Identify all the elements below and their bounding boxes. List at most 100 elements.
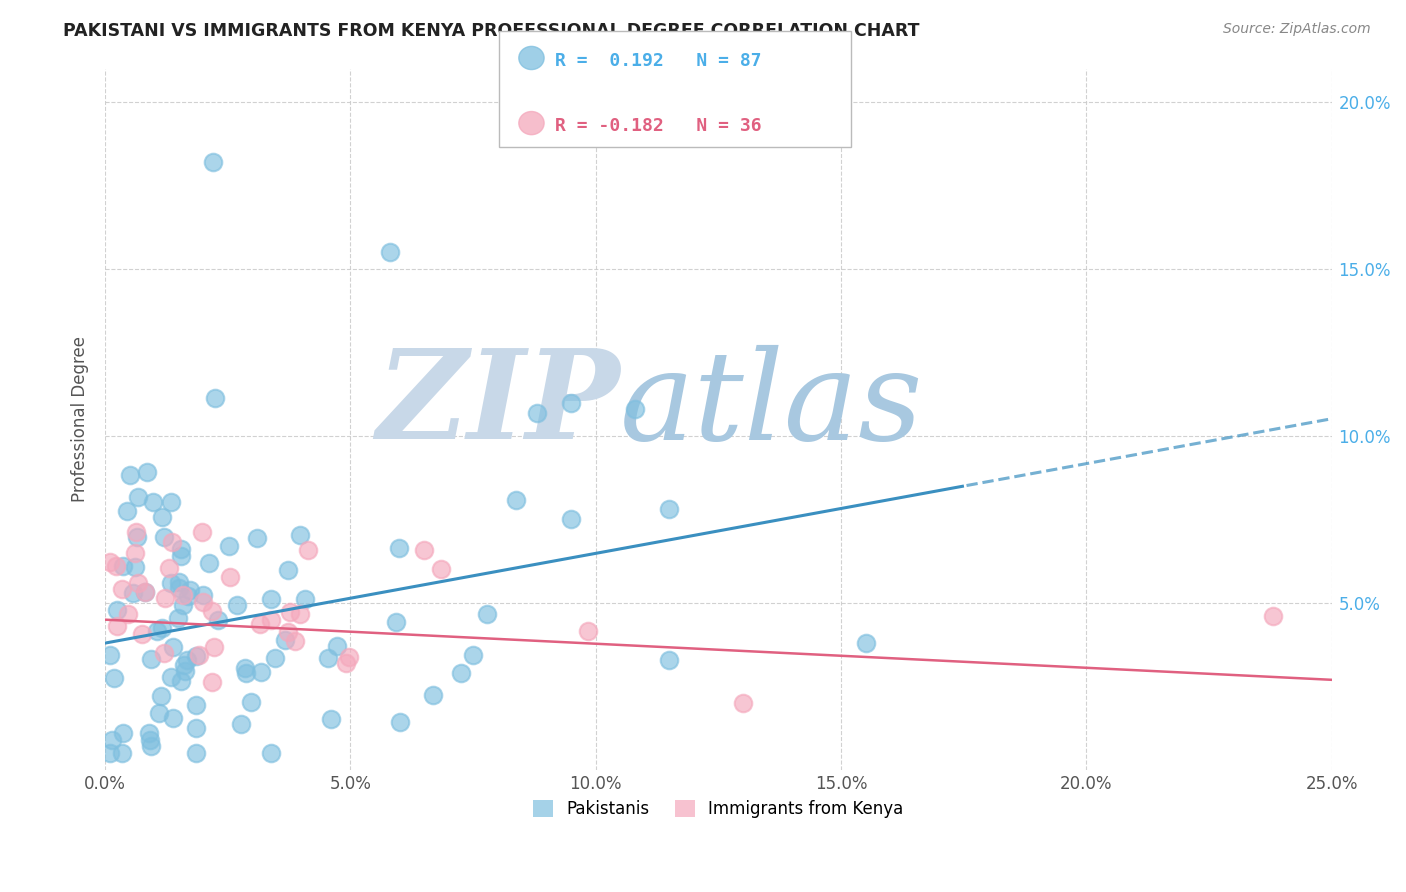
- Pakistanis: [103, 671, 125, 685]
- Pakistanis: [388, 715, 411, 730]
- Pakistanis: [450, 666, 472, 681]
- Text: Source: ZipAtlas.com: Source: ZipAtlas.com: [1223, 22, 1371, 37]
- Pakistanis: [153, 531, 176, 545]
- Immigrants from Kenya: [98, 555, 121, 569]
- Immigrants from Kenya: [204, 640, 226, 654]
- Pakistanis: [624, 402, 647, 417]
- Pakistanis: [184, 721, 207, 735]
- Pakistanis: [159, 670, 181, 684]
- Pakistanis: [148, 706, 170, 720]
- Pakistanis: [184, 747, 207, 761]
- Immigrants from Kenya: [124, 546, 146, 560]
- Pakistanis: [134, 585, 156, 599]
- Pakistanis: [139, 651, 162, 665]
- Immigrants from Kenya: [731, 696, 754, 710]
- Immigrants from Kenya: [218, 570, 240, 584]
- Pakistanis: [138, 726, 160, 740]
- Pakistanis: [294, 592, 316, 607]
- Pakistanis: [560, 395, 582, 409]
- Immigrants from Kenya: [288, 607, 311, 621]
- Pakistanis: [170, 674, 193, 689]
- Immigrants from Kenya: [201, 605, 224, 619]
- Immigrants from Kenya: [284, 634, 307, 648]
- Pakistanis: [111, 747, 134, 761]
- Pakistanis: [475, 607, 498, 621]
- Pakistanis: [191, 588, 214, 602]
- Immigrants from Kenya: [153, 646, 176, 660]
- Immigrants from Kenya: [191, 595, 214, 609]
- Pakistanis: [384, 615, 406, 629]
- Pakistanis: [526, 406, 548, 420]
- Pakistanis: [173, 657, 195, 672]
- Pakistanis: [855, 636, 877, 650]
- Pakistanis: [150, 621, 173, 635]
- Immigrants from Kenya: [278, 605, 301, 619]
- Y-axis label: Professional Degree: Professional Degree: [72, 336, 89, 502]
- Text: atlas: atlas: [620, 344, 924, 466]
- Pakistanis: [240, 695, 263, 709]
- Pakistanis: [146, 624, 169, 638]
- Immigrants from Kenya: [430, 561, 453, 575]
- Pakistanis: [229, 717, 252, 731]
- Pakistanis: [176, 652, 198, 666]
- Immigrants from Kenya: [131, 627, 153, 641]
- Immigrants from Kenya: [260, 613, 283, 627]
- Pakistanis: [177, 589, 200, 603]
- Pakistanis: [204, 392, 226, 406]
- Pakistanis: [246, 531, 269, 545]
- Immigrants from Kenya: [172, 587, 194, 601]
- Immigrants from Kenya: [413, 542, 436, 557]
- Immigrants from Kenya: [104, 558, 127, 573]
- Pakistanis: [162, 711, 184, 725]
- Pakistanis: [172, 599, 194, 613]
- Pakistanis: [101, 733, 124, 747]
- Pakistanis: [658, 502, 681, 516]
- Pakistanis: [260, 592, 283, 607]
- Pakistanis: [127, 530, 149, 544]
- Immigrants from Kenya: [134, 585, 156, 599]
- Pakistanis: [658, 653, 681, 667]
- Pakistanis: [422, 688, 444, 702]
- Immigrants from Kenya: [105, 619, 128, 633]
- Immigrants from Kenya: [201, 675, 224, 690]
- Pakistanis: [461, 648, 484, 662]
- Pakistanis: [169, 549, 191, 564]
- Pakistanis: [202, 155, 225, 169]
- Pakistanis: [122, 586, 145, 600]
- Pakistanis: [378, 245, 401, 260]
- Immigrants from Kenya: [117, 607, 139, 621]
- Pakistanis: [105, 603, 128, 617]
- Immigrants from Kenya: [337, 649, 360, 664]
- Pakistanis: [277, 563, 299, 577]
- Pakistanis: [160, 495, 183, 509]
- Pakistanis: [150, 510, 173, 524]
- Immigrants from Kenya: [249, 616, 271, 631]
- Pakistanis: [167, 581, 190, 595]
- Pakistanis: [141, 739, 163, 753]
- Pakistanis: [225, 598, 247, 612]
- Pakistanis: [167, 574, 190, 589]
- Pakistanis: [162, 640, 184, 655]
- Pakistanis: [388, 541, 411, 556]
- Pakistanis: [318, 651, 340, 665]
- Pakistanis: [118, 467, 141, 482]
- Pakistanis: [173, 665, 195, 679]
- Pakistanis: [167, 611, 190, 625]
- Immigrants from Kenya: [191, 525, 214, 540]
- Pakistanis: [112, 559, 135, 574]
- Pakistanis: [160, 576, 183, 591]
- Pakistanis: [505, 492, 527, 507]
- Pakistanis: [184, 649, 207, 664]
- Immigrants from Kenya: [576, 624, 599, 639]
- Immigrants from Kenya: [153, 591, 176, 606]
- Text: R =  0.192   N = 87: R = 0.192 N = 87: [555, 52, 762, 70]
- Pakistanis: [207, 613, 229, 627]
- Pakistanis: [127, 490, 149, 504]
- Pakistanis: [142, 495, 165, 509]
- Pakistanis: [179, 582, 201, 597]
- Pakistanis: [186, 698, 208, 713]
- Pakistanis: [319, 712, 342, 726]
- Immigrants from Kenya: [157, 560, 180, 574]
- Pakistanis: [560, 512, 582, 526]
- Pakistanis: [117, 504, 139, 518]
